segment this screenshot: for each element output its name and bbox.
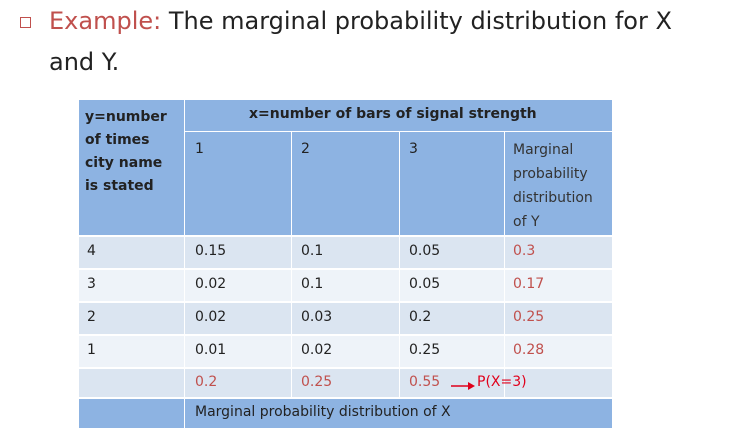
marginal-y-header-line: probability — [513, 166, 588, 182]
table-row-bg — [79, 269, 612, 302]
y-value: 2 — [87, 309, 96, 325]
y-value: 3 — [87, 276, 96, 292]
probability-cell: 0.15 — [195, 243, 227, 259]
grid-line — [184, 100, 185, 428]
corner-label-line: is stated — [85, 178, 154, 194]
arrow-right-icon — [451, 382, 475, 390]
probability-cell: 0.01 — [195, 342, 227, 358]
example-label: Example: — [49, 7, 162, 35]
y-value: 4 — [87, 243, 96, 259]
table-row-bg — [79, 335, 612, 368]
grid-line — [79, 268, 612, 270]
table-row-bg — [79, 236, 612, 269]
marginal-y-header-line: of Y — [513, 214, 540, 230]
grid-line — [79, 235, 612, 237]
grid-line — [184, 131, 612, 132]
corner-label: y=number of times city name is stated — [85, 106, 185, 198]
marginal-y-cell: 0.25 — [513, 309, 545, 325]
grid-line — [399, 132, 400, 398]
slide-title-line-2: and Y. — [49, 48, 120, 76]
marginal-y-header-line: distribution — [513, 190, 593, 206]
marginal-y-cell: 0.3 — [513, 243, 536, 259]
marginal-x-cell: 0.2 — [195, 374, 218, 390]
marginal-y-header-line: Marginal — [513, 142, 574, 158]
probability-cell: 0.02 — [195, 276, 227, 292]
grid-line — [79, 367, 612, 369]
corner-label-line: of times — [85, 132, 150, 148]
grid-line — [79, 334, 612, 336]
marginal-y-cell: 0.28 — [513, 342, 545, 358]
marginal-y-cell: 0.17 — [513, 276, 545, 292]
p-x-equals-3-note: P(X=3) — [477, 374, 527, 390]
x-value-1: 1 — [195, 141, 204, 157]
table-header — [79, 100, 612, 236]
y-value: 1 — [87, 342, 96, 358]
marginal-y-header: Marginal probability distribution of Y — [513, 138, 593, 234]
probability-cell: 0.05 — [409, 276, 441, 292]
table-footer-bg — [79, 398, 612, 428]
corner-label-line: y=number — [85, 109, 167, 125]
probability-cell: 0.05 — [409, 243, 441, 259]
probability-cell: 0.2 — [409, 309, 432, 325]
probability-cell: 0.02 — [195, 309, 227, 325]
probability-cell: 0.03 — [301, 309, 333, 325]
grid-line — [504, 132, 505, 398]
probability-cell: 0.1 — [301, 276, 324, 292]
marginal-x-cell: 0.55 — [409, 374, 441, 390]
grid-line — [291, 132, 292, 398]
x-value-2: 2 — [301, 141, 310, 157]
slide-title-line-1: Example: The marginal probability distri… — [49, 7, 672, 35]
title-text: The marginal probability distribution fo… — [161, 7, 672, 35]
x-value-3: 3 — [409, 141, 418, 157]
grid-line — [79, 397, 612, 399]
probability-cell: 0.02 — [301, 342, 333, 358]
bullet-square-icon — [20, 17, 31, 28]
table-row-bg — [79, 302, 612, 335]
marginal-x-cell: 0.25 — [301, 374, 333, 390]
probability-cell: 0.1 — [301, 243, 324, 259]
x-axis-header: x=number of bars of signal strength — [249, 106, 537, 122]
marginal-x-label: Marginal probability distribution of X — [195, 404, 451, 420]
grid-line — [79, 301, 612, 303]
corner-label-line: city name — [85, 155, 163, 171]
joint-probability-table: y=number of times city name is stated x=… — [79, 100, 612, 428]
probability-cell: 0.25 — [409, 342, 441, 358]
table-row-bg — [79, 368, 612, 398]
